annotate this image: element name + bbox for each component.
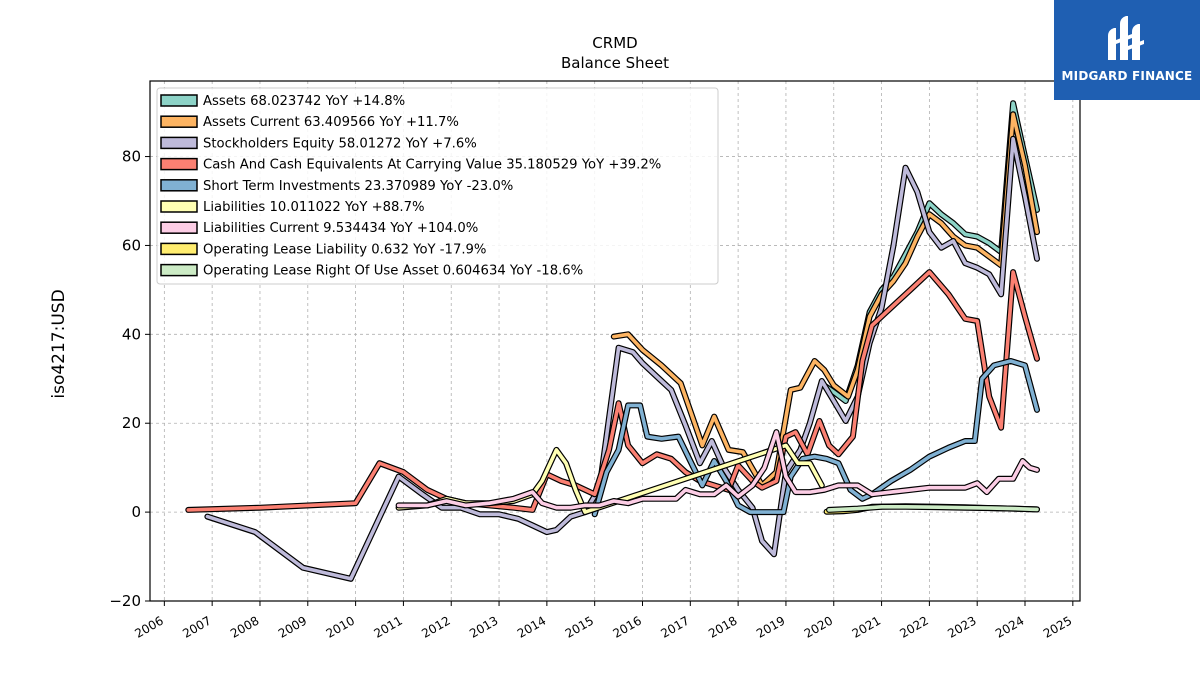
x-tick-label: 2023 — [945, 613, 978, 640]
logo-mark-icon — [1108, 16, 1144, 60]
y-tick-label: 80 — [122, 148, 141, 166]
series-line — [396, 430, 1039, 510]
series-line — [827, 505, 1039, 512]
legend-swatch — [160, 221, 198, 234]
legend-label: Assets Current 63.409566 YoY +11.7% — [203, 115, 459, 130]
x-tick-label: 2009 — [276, 613, 309, 640]
series-line — [592, 359, 1039, 517]
y-tick-label: 20 — [122, 414, 141, 432]
legend-box — [156, 87, 719, 285]
chart-title: CRMD — [592, 34, 637, 52]
series-line — [612, 112, 1039, 488]
y-tick-label: 0 — [131, 503, 141, 521]
x-tick-label: 2014 — [515, 613, 548, 640]
series-layer — [185, 100, 1040, 582]
legend: Assets 68.023742 YoY +14.8% Assets Curren… — [156, 87, 719, 285]
x-tick-label: 2008 — [228, 613, 261, 640]
x-tick-label: 2011 — [371, 613, 404, 640]
legend-label: Operating Lease Right Of Use Asset 0.604… — [203, 264, 583, 279]
legend-label: Liabilities Current 9.534434 YoY +104.0% — [203, 221, 478, 236]
legend-swatch — [160, 94, 198, 107]
legend-swatch — [160, 157, 198, 171]
series-1 — [610, 111, 1040, 489]
x-tick-label: 2019 — [754, 613, 787, 640]
y-axis-label: iso4217:USD — [49, 289, 69, 398]
legend-swatch — [160, 200, 198, 213]
brand-logo: MIDGARD FINANCE — [1054, 0, 1200, 100]
series-8 — [826, 503, 1040, 513]
x-tick-label: 2007 — [180, 613, 213, 640]
legend-swatch — [160, 242, 198, 256]
legend-swatch — [160, 136, 198, 150]
legend-swatch — [160, 115, 198, 128]
x-tick-label: 2016 — [611, 613, 644, 640]
y-tick-label: 60 — [122, 236, 141, 254]
x-tick-label: 2021 — [850, 613, 883, 640]
x-tick-label: 2024 — [993, 613, 1026, 640]
plot-frame — [149, 80, 1081, 602]
x-tick-label: 2025 — [1041, 613, 1074, 640]
chart-subtitle: Balance Sheet — [561, 54, 669, 72]
legend-label: Stockholders Equity 58.01272 YoY +7.6% — [203, 136, 477, 151]
x-tick-label: 2017 — [658, 613, 691, 640]
series-6 — [395, 429, 1040, 511]
legend-label: Liabilities 10.011022 YoY +88.7% — [203, 200, 425, 215]
x-tick-label: 2010 — [324, 613, 357, 640]
x-tick-label: 2022 — [897, 613, 930, 640]
x-tick-label: 2015 — [563, 613, 596, 640]
x-tick-label: 2018 — [706, 613, 739, 640]
legend-label: Assets 68.023742 YoY +14.8% — [203, 94, 405, 109]
legend-label: Operating Lease Liability 0.632 YoY -17.… — [203, 242, 486, 257]
x-tick-label: 2006 — [132, 613, 165, 640]
x-tick-label: 2013 — [467, 613, 500, 640]
legend-label: Short Term Investments 23.370989 YoY -23… — [203, 179, 513, 194]
x-tick-label: 2020 — [802, 613, 835, 640]
series-4 — [591, 358, 1040, 518]
x-tick-label: 2012 — [419, 613, 452, 640]
y-tick-label: −20 — [109, 592, 141, 610]
legend-swatch — [160, 179, 198, 192]
legend-label: Cash And Cash Equivalents At Carrying Va… — [203, 158, 661, 173]
logo-text: MIDGARD FINANCE — [1061, 69, 1193, 83]
y-tick-label: 40 — [122, 325, 141, 343]
legend-swatch — [160, 263, 198, 277]
